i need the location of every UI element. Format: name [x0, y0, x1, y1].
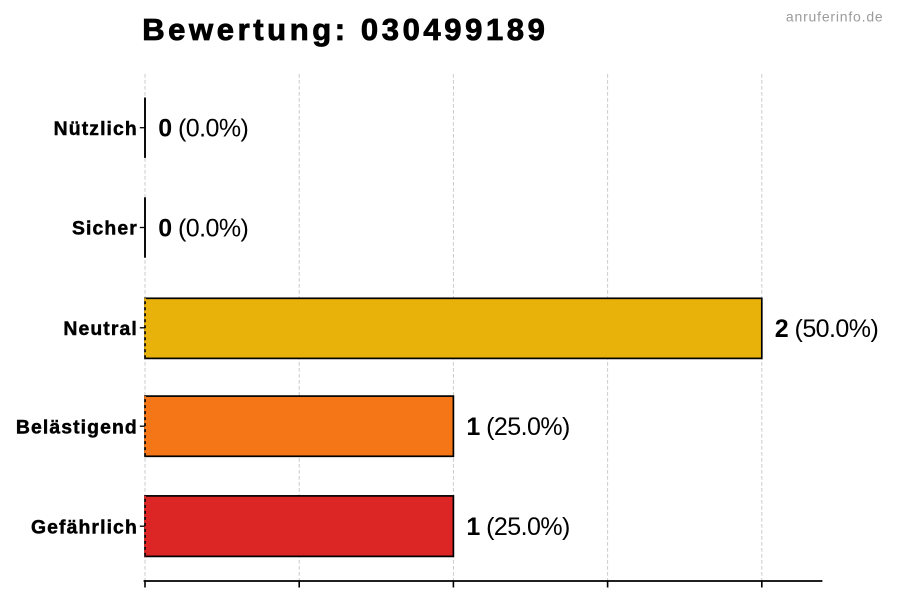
svg-text:1 (25.0%): 1 (25.0%)	[466, 413, 569, 441]
svg-text:0 (0.0%): 0 (0.0%)	[158, 115, 248, 143]
svg-text:Nützlich: Nützlich	[54, 118, 138, 140]
svg-text:0 (0.0%): 0 (0.0%)	[158, 215, 248, 243]
svg-text:anruferinfo.de: anruferinfo.de	[786, 8, 884, 24]
svg-text:Sicher: Sicher	[72, 218, 138, 240]
svg-text:Belästigend: Belästigend	[16, 416, 138, 438]
svg-text:Neutral: Neutral	[63, 318, 138, 340]
svg-text:Bewertung: 030499189: Bewertung: 030499189	[142, 12, 548, 47]
svg-text:Gefährlich: Gefährlich	[31, 516, 138, 538]
svg-text:1 (25.0%): 1 (25.0%)	[466, 513, 569, 541]
svg-text:2 (50.0%): 2 (50.0%)	[775, 315, 878, 343]
